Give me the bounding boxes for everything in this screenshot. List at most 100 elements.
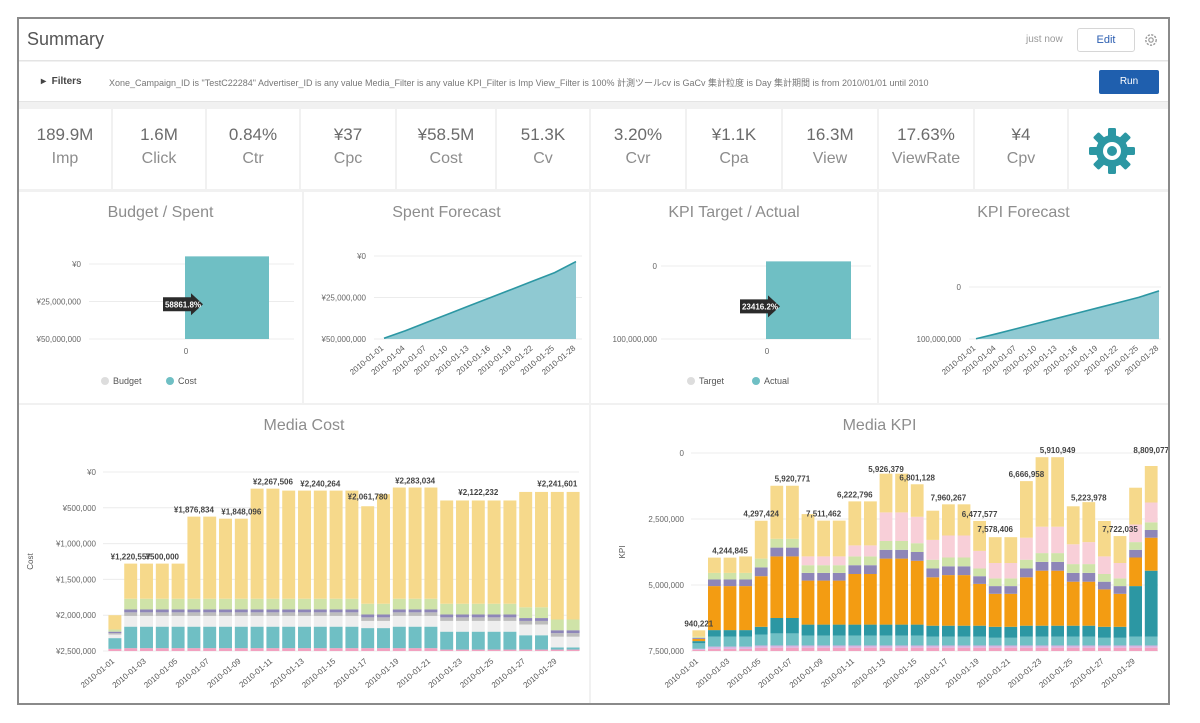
- spent-forecast-chart: ¥50,000,000¥25,000,000¥02010-01-012010-0…: [321, 252, 582, 377]
- bar-segment: [739, 572, 752, 580]
- bar-segment: [361, 506, 375, 604]
- bar-segment: [1082, 564, 1096, 573]
- bar-segment: [910, 552, 924, 561]
- bar-segment: [487, 649, 501, 651]
- kpi-tile-click: 1.6M Click: [113, 109, 205, 189]
- bar-segment: [219, 615, 232, 627]
- bar-segment: [171, 648, 185, 651]
- bar-segment: [786, 647, 799, 651]
- bar-segment: [864, 647, 877, 651]
- bar-segment: [692, 648, 706, 650]
- bar-segment: [440, 649, 454, 651]
- kpi-value: ¥4: [1011, 125, 1031, 144]
- bar-segment: [910, 647, 924, 651]
- bar-segment: [440, 631, 454, 650]
- bar-segment: [377, 494, 390, 604]
- bar-segment: [424, 626, 438, 649]
- bar-segment: [487, 631, 501, 650]
- kpi-value: 3.20%: [613, 125, 663, 144]
- y-tick-label: ¥1,000,000: [55, 540, 97, 549]
- bar-segment: [848, 647, 862, 651]
- bar-segment: [1066, 636, 1080, 646]
- bar-segment: [234, 626, 248, 649]
- bar-segment: [361, 614, 375, 618]
- bar-segment: [234, 609, 248, 613]
- bar-segment: [1066, 506, 1080, 545]
- bar-segment: [503, 649, 517, 651]
- bar-segment: [1113, 563, 1127, 579]
- bar-segment: [864, 565, 877, 574]
- bar-segment: [988, 593, 1002, 627]
- run-button[interactable]: Run: [1099, 70, 1159, 94]
- bar-segment: [124, 612, 138, 616]
- bar-segment: [155, 626, 169, 649]
- bar-segment: [566, 491, 580, 620]
- bar-segment: [1066, 572, 1080, 582]
- bar-segment: [1004, 637, 1018, 646]
- bar-segment: [708, 557, 721, 573]
- bar-segment: [817, 645, 830, 648]
- bar-segment: [298, 598, 311, 610]
- bar-segment: [1129, 645, 1142, 648]
- bar-segment: [392, 609, 406, 613]
- bar-segment: [140, 609, 153, 613]
- bar-segment: [313, 490, 327, 599]
- kpi-label: Cvr: [625, 150, 651, 167]
- settings-tile[interactable]: [1069, 109, 1168, 189]
- bar-segment: [424, 598, 438, 610]
- bar-segment: [1066, 647, 1080, 651]
- bar-segment: [266, 626, 280, 649]
- bar-segment: [1035, 636, 1049, 646]
- edit-button[interactable]: Edit: [1077, 28, 1135, 52]
- bar-segment: [250, 626, 264, 649]
- bar-segment: [1035, 553, 1049, 562]
- bar-segment: [282, 648, 296, 651]
- bar-segment: [864, 501, 877, 546]
- data-label: 5,926,379: [868, 465, 904, 474]
- bar-segment: [503, 620, 517, 632]
- kpi-tile-cpa: ¥1.1K Cpa: [687, 109, 781, 189]
- bar-segment: [471, 617, 485, 621]
- filters-toggle[interactable]: ▸ Filters: [41, 76, 82, 87]
- bar-segment: [108, 629, 122, 632]
- bar-segment: [957, 535, 971, 558]
- kpi-tile-cvr: 3.20% Cvr: [591, 109, 685, 189]
- bar-segment: [926, 647, 940, 651]
- bar-segment: [988, 586, 1002, 594]
- bar-segment: [895, 624, 908, 636]
- bar-segment: [124, 609, 138, 613]
- bar-segment: [1051, 625, 1064, 637]
- bar-segment: [456, 620, 469, 632]
- bar-segment: [282, 615, 296, 627]
- bar-segment: [926, 510, 940, 540]
- bar-segment: [456, 603, 469, 615]
- bar-segment: [1113, 637, 1127, 646]
- panel-media-kpi: Media KPI 7,500,000 5,000,000 2,500,000 0 94…: [591, 405, 1168, 703]
- bar-segment: [440, 500, 454, 604]
- bar-segment: [1113, 645, 1127, 648]
- bar-segment: [377, 628, 390, 649]
- bar-segment: [848, 624, 862, 636]
- bar-segment: [786, 556, 799, 618]
- data-label: ¥2,267,506: [253, 478, 294, 487]
- chart-title: Spent Forecast: [392, 204, 501, 221]
- bar-segment: [187, 598, 201, 610]
- bar-segment: [1051, 636, 1064, 646]
- bar-segment: [832, 645, 846, 648]
- gear-icon[interactable]: [1143, 32, 1159, 48]
- bar-segment: [973, 636, 986, 646]
- kpi-value: ¥37: [333, 125, 363, 144]
- data-label: ¥2,061,780: [348, 492, 389, 501]
- bar-segment: [708, 630, 721, 637]
- bar-segment: [519, 618, 533, 621]
- bar-segment: [298, 490, 311, 599]
- bar-segment: [219, 609, 232, 613]
- kpi-label: ViewRate: [891, 150, 961, 167]
- bar-segment: [1098, 581, 1111, 590]
- bar-segment: [786, 547, 799, 557]
- kpi-label: Cpc: [333, 150, 363, 167]
- bar-segment: [392, 598, 406, 610]
- bar-segment: [187, 626, 201, 649]
- bar-segment: [692, 637, 706, 639]
- bar-segment: [1020, 559, 1033, 569]
